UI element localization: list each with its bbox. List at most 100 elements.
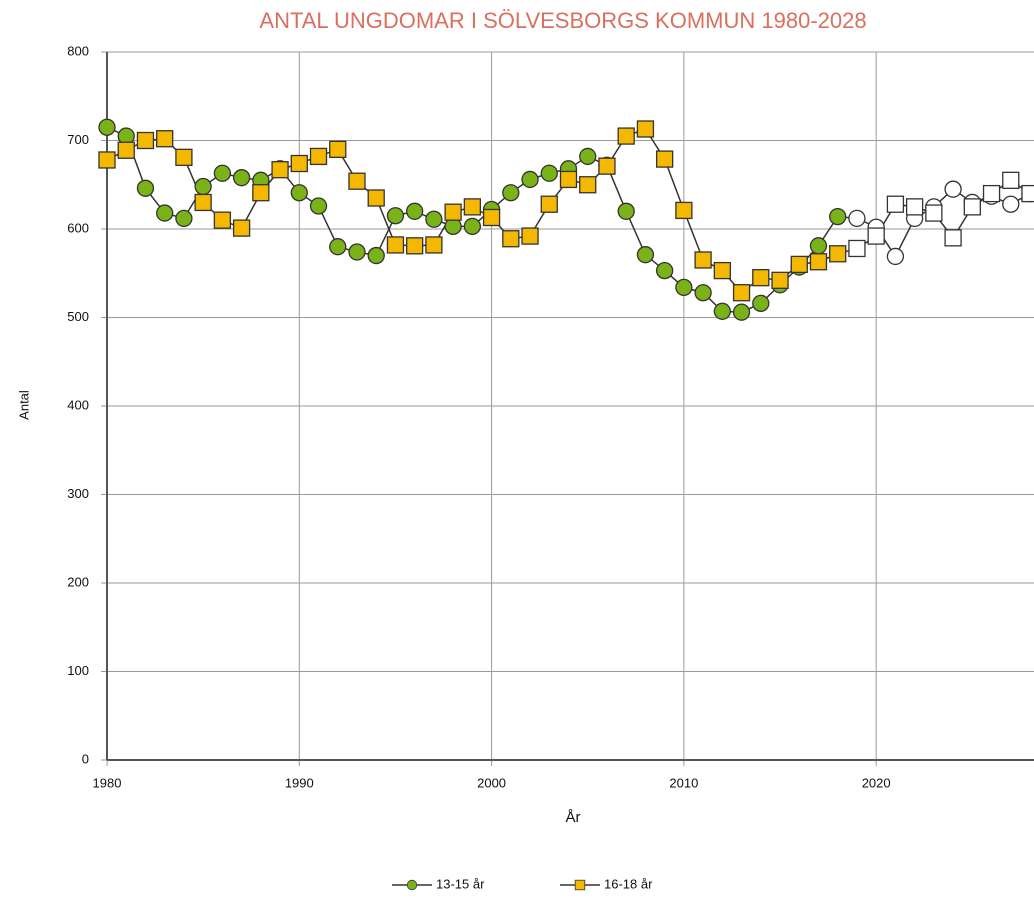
marker [194, 193, 212, 212]
x-tick-label: 1980 [93, 775, 122, 790]
y-tick-label: 300 [67, 486, 89, 501]
marker [425, 236, 443, 254]
marker [675, 278, 693, 297]
y-tick-label: 100 [67, 663, 89, 678]
y-tick-label: 400 [67, 397, 89, 412]
marker [848, 239, 866, 258]
marker [117, 141, 135, 159]
x-tick-label: 1990 [285, 775, 314, 790]
marker [655, 261, 674, 280]
y-axis-label: Antal [16, 390, 31, 420]
legend-marker [406, 879, 418, 891]
marker [232, 169, 251, 187]
marker [232, 219, 251, 237]
marker [348, 172, 366, 190]
marker [848, 209, 866, 228]
y-tick-label: 800 [67, 43, 89, 58]
legend-label: 16-18 år [604, 876, 653, 891]
marker [502, 230, 520, 248]
marker [963, 198, 981, 216]
marker [271, 161, 289, 179]
marker [175, 209, 193, 228]
marker [790, 255, 808, 274]
marker [636, 246, 655, 264]
y-tick-label: 700 [67, 132, 89, 147]
marker [886, 195, 905, 213]
marker [98, 151, 116, 169]
marker [175, 148, 193, 166]
x-tick-label: 2020 [862, 775, 891, 790]
marker [886, 247, 905, 266]
marker [290, 154, 308, 173]
marker [944, 229, 962, 247]
marker [194, 177, 212, 196]
marker [694, 251, 712, 269]
marker [386, 236, 405, 254]
marker [213, 211, 232, 229]
marker [540, 164, 558, 182]
marker [136, 179, 155, 197]
marker [213, 164, 232, 182]
y-tick-label: 500 [67, 309, 89, 324]
marker [655, 150, 674, 168]
marker [502, 184, 520, 202]
marker [925, 204, 943, 222]
marker [713, 302, 731, 320]
marker [713, 261, 731, 280]
marker [579, 147, 597, 166]
marker [559, 170, 578, 189]
marker [482, 208, 501, 227]
y-tick-label: 200 [67, 574, 89, 589]
marker [309, 147, 328, 166]
marker [367, 189, 385, 207]
x-tick-label: 2000 [477, 775, 506, 790]
marker [598, 157, 616, 175]
marker [309, 197, 328, 215]
marker [732, 284, 751, 302]
marker [809, 237, 828, 255]
marker [732, 303, 751, 321]
marker [1021, 184, 1034, 203]
marker [98, 118, 116, 136]
marker [252, 184, 270, 202]
marker [829, 207, 847, 226]
marker [867, 227, 885, 245]
marker [136, 131, 155, 150]
marker [425, 210, 443, 228]
marker [156, 204, 174, 222]
marker [386, 207, 405, 225]
marker [406, 202, 424, 220]
x-axis-label: År [566, 809, 581, 826]
marker [290, 184, 308, 202]
marker [982, 184, 1001, 203]
legend-label: 13-15 år [436, 876, 485, 891]
marker [675, 201, 693, 220]
marker [809, 253, 828, 271]
chart-title: ANTAL UNGDOMAR I SÖLVESBORGS KOMMUN 1980… [259, 8, 866, 33]
x-tick-label: 2010 [669, 775, 698, 790]
marker [752, 294, 770, 312]
marker [829, 245, 847, 263]
marker [771, 271, 789, 289]
marker [905, 198, 924, 216]
marker [694, 284, 712, 302]
marker [348, 243, 366, 261]
marker [329, 238, 347, 256]
marker [617, 127, 635, 145]
y-tick-label: 600 [67, 220, 89, 235]
marker [752, 269, 770, 287]
marker [636, 120, 655, 138]
marker [406, 237, 424, 255]
marker [521, 227, 539, 245]
marker [579, 176, 597, 194]
legend-marker [574, 879, 586, 891]
marker [156, 130, 174, 148]
marker [521, 170, 539, 189]
marker [444, 203, 462, 221]
marker [540, 195, 558, 213]
marker [1002, 171, 1020, 189]
y-tick-label: 0 [82, 751, 89, 766]
marker [463, 198, 482, 216]
marker [329, 140, 347, 159]
